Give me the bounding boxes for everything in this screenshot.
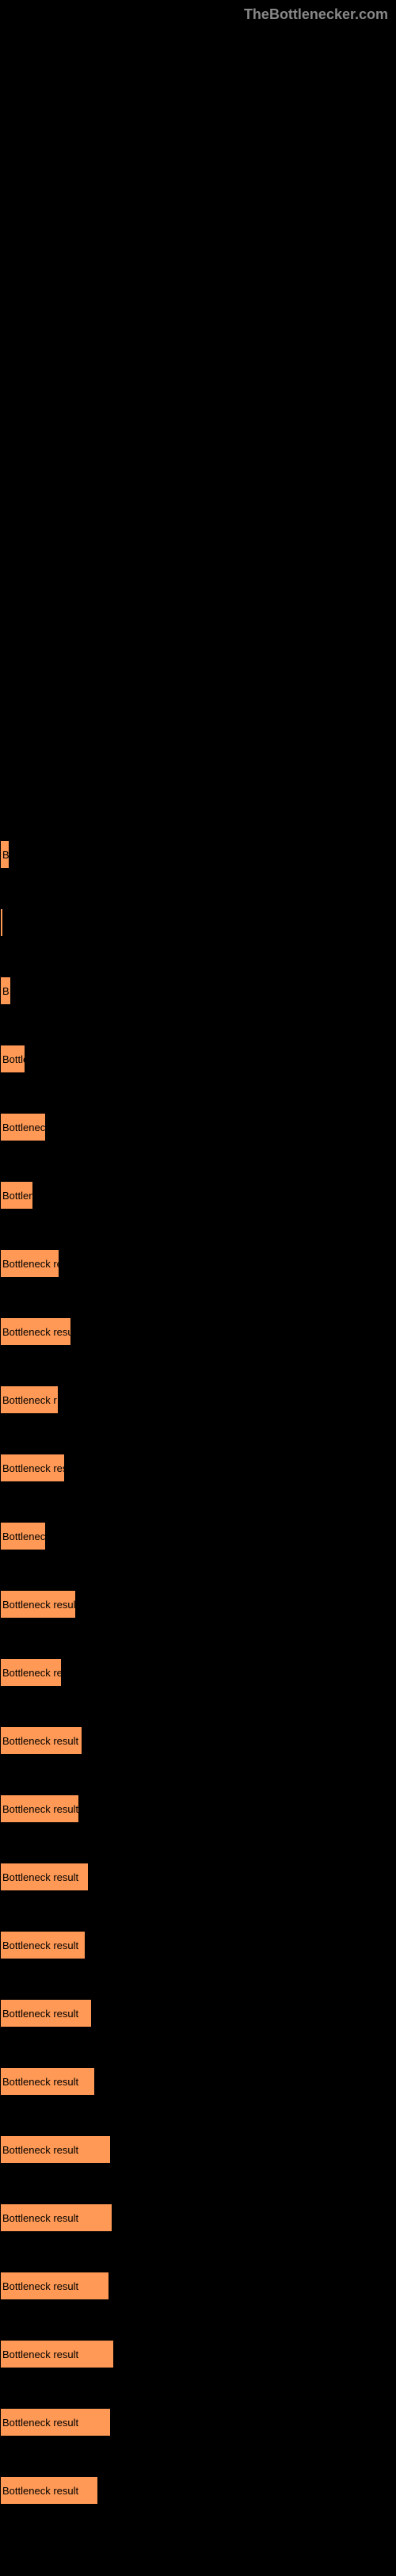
bar-row: Bottleneck result	[0, 2272, 396, 2300]
bar-row: Bottleneck r	[0, 1385, 396, 1414]
bar: Bottleneck result	[0, 2135, 111, 2164]
bar: B	[0, 840, 10, 869]
bar: Bottleneck	[0, 1522, 46, 1550]
bar-row: Bottle	[0, 1045, 396, 1073]
bar-row: Bottleneck result	[0, 1931, 396, 1959]
bar: Bottleneck result	[0, 1726, 82, 1755]
bar-row: Bottleneck result	[0, 2067, 396, 2096]
bar: Bottlen	[0, 1181, 33, 1210]
bar-row: Bottleneck result	[0, 1999, 396, 2028]
bar: Bottleneck resu	[0, 1317, 71, 1346]
bar-row: Bottleneck result	[0, 2476, 396, 2505]
bar: Bottleneck result	[0, 2476, 98, 2505]
bar-row: B	[0, 840, 396, 869]
bar	[0, 908, 3, 937]
bar-row: Bottleneck result	[0, 1794, 396, 1823]
bar: Bottleneck result	[0, 2067, 95, 2096]
watermark-text: TheBottlenecker.com	[244, 6, 388, 23]
bar: Bottleneck result	[0, 2340, 114, 2368]
bar: Bottleneck	[0, 1113, 46, 1141]
bar-row: Bottleneck	[0, 1113, 396, 1141]
bar-row: Bottleneck result	[0, 1726, 396, 1755]
bar: Bottleneck result	[0, 2272, 109, 2300]
bar-row: Bottleneck	[0, 1522, 396, 1550]
bar: Bottleneck result	[0, 1863, 89, 1891]
bar: Bottleneck re	[0, 1249, 59, 1278]
bar-row: Bottleneck resu	[0, 1317, 396, 1346]
bar-row: Bottleneck result	[0, 2135, 396, 2164]
bar: Bottle	[0, 1045, 25, 1073]
bar: Bottleneck res	[0, 1454, 65, 1482]
bar-row: Bottlen	[0, 1181, 396, 1210]
bar: Bottleneck re	[0, 1658, 62, 1687]
bar: Bottleneck result	[0, 1590, 76, 1619]
bar-row: Bottleneck result	[0, 2408, 396, 2436]
bar: Bottleneck result	[0, 1931, 86, 1959]
bar-row: Bottleneck result	[0, 2203, 396, 2232]
bar: Bottleneck result	[0, 1999, 92, 2028]
bar-row: Bottleneck result	[0, 1590, 396, 1619]
bar-row: Bottleneck re	[0, 1249, 396, 1278]
bar-row: Bottleneck re	[0, 1658, 396, 1687]
bar: Bottleneck result	[0, 2203, 112, 2232]
bar-row: B	[0, 977, 396, 1005]
bar: B	[0, 977, 11, 1005]
bar-row: Bottleneck result	[0, 1863, 396, 1891]
bar-row: Bottleneck res	[0, 1454, 396, 1482]
bar-chart: B B Bottle Bottleneck Bottlen Bottleneck…	[0, 0, 396, 2576]
bar-row: Bottleneck result	[0, 2340, 396, 2368]
bar: Bottleneck r	[0, 1385, 59, 1414]
bar: Bottleneck result	[0, 1794, 79, 1823]
bar: Bottleneck result	[0, 2408, 111, 2436]
bar-row	[0, 908, 396, 937]
